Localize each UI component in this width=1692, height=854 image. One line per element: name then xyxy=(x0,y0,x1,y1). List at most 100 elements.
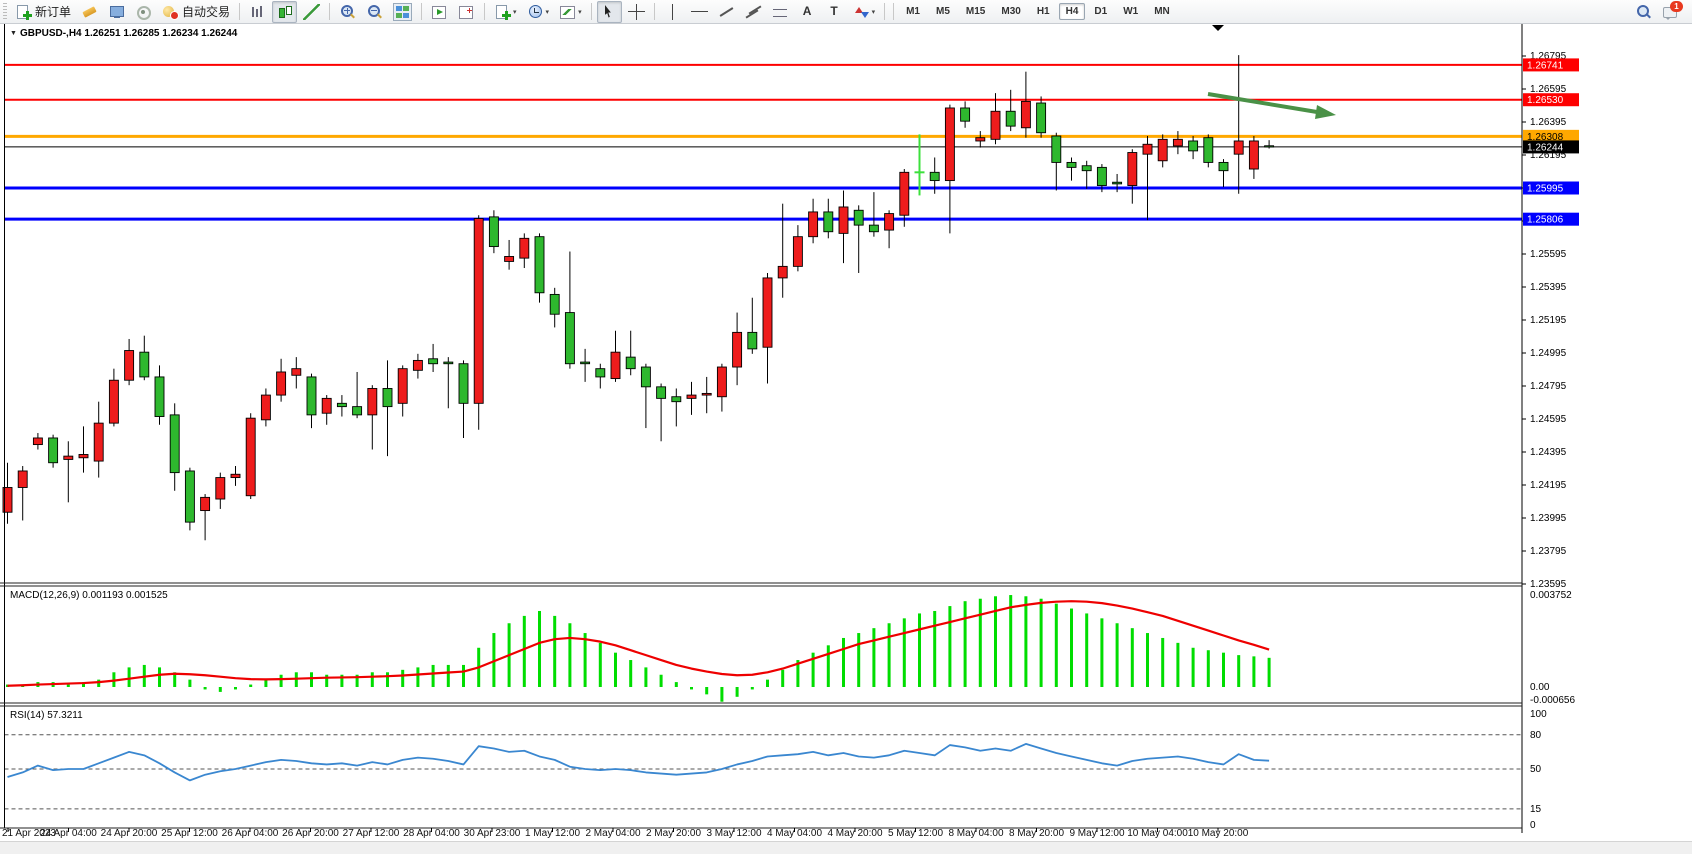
crosshair-icon xyxy=(627,3,645,20)
macd-panel: 0.003752 0.00 -0.000656 xyxy=(6,590,1575,706)
trend-arrow-head[interactable] xyxy=(1315,105,1336,119)
publish-icon xyxy=(108,4,125,20)
cursor-button[interactable] xyxy=(596,0,622,23)
toolbar-separator xyxy=(484,3,486,20)
new-order-icon xyxy=(15,4,32,20)
svg-text:8 May 20:00: 8 May 20:00 xyxy=(1009,828,1064,839)
new-order-button[interactable]: 新订单 xyxy=(11,1,75,23)
timeframe-mn-button[interactable]: MN xyxy=(1154,6,1170,17)
svg-text:3 May 12:00: 3 May 12:00 xyxy=(706,828,761,839)
candlestick-chart-button[interactable] xyxy=(272,0,298,23)
periods-button[interactable]: ▾ xyxy=(523,1,554,23)
svg-text:21 Apr 2023: 21 Apr 2023 xyxy=(2,828,56,839)
svg-text:10 May 04:00: 10 May 04:00 xyxy=(1127,828,1188,839)
indicators-button[interactable]: ▾ xyxy=(490,1,521,23)
toolbar-separator xyxy=(590,3,592,20)
svg-text:28 Apr 04:00: 28 Apr 04:00 xyxy=(403,828,460,839)
indicators-icon xyxy=(494,4,512,20)
chart-shift-marker-icon[interactable] xyxy=(1212,25,1224,31)
auto-scroll-button[interactable] xyxy=(427,1,452,23)
chart-title: ▼ GBPUSD-,H4 1.26251 1.26285 1.26234 1.26… xyxy=(10,28,237,39)
vertical-line-icon xyxy=(663,3,681,20)
tile-windows-button[interactable] xyxy=(389,1,416,23)
svg-text:1.25395: 1.25395 xyxy=(1530,282,1567,293)
vertical-line-button[interactable] xyxy=(660,1,685,23)
svg-text:-0.000656: -0.000656 xyxy=(1530,695,1575,706)
svg-text:5 May 12:00: 5 May 12:00 xyxy=(888,828,943,839)
rsi-label: RSI(14) 57.3211 xyxy=(10,710,83,721)
toolbar-separator xyxy=(329,3,331,20)
timeframe-m5-button[interactable]: M5 xyxy=(936,6,950,17)
chevron-down-icon[interactable]: ▾ xyxy=(513,8,517,16)
timeframe-d1-button[interactable]: D1 xyxy=(1094,6,1108,17)
auto-trading-button[interactable]: 自动交易 xyxy=(158,1,234,23)
crosshair-button[interactable] xyxy=(624,1,649,23)
text-label-icon: T xyxy=(830,3,838,18)
trendline-button[interactable] xyxy=(714,1,739,23)
chevron-down-icon[interactable]: ▾ xyxy=(871,8,876,16)
text-button[interactable]: A xyxy=(795,1,820,23)
templates-button[interactable]: ▾ xyxy=(555,1,586,23)
crayon-tool-button[interactable] xyxy=(77,1,102,23)
horizontal-line-button[interactable] xyxy=(687,1,712,23)
equidistant-channel-button[interactable] xyxy=(741,1,766,23)
toolbar: 新订单 自动交易 ▾ ▾ ▾ A T ▾ M1 M5 M15 M30 H1 H4 D1 W1 MN 1 xyxy=(0,0,1692,24)
new-order-button-label: 新订单 xyxy=(35,5,72,19)
zoom-in-button[interactable] xyxy=(335,1,360,23)
svg-text:1.26308: 1.26308 xyxy=(1527,132,1564,143)
tile-windows-icon xyxy=(393,2,413,21)
fibonacci-button[interactable] xyxy=(768,1,793,23)
signal-icon[interactable] xyxy=(131,1,156,23)
cursor-icon xyxy=(601,4,618,20)
svg-text:2 May 04:00: 2 May 04:00 xyxy=(585,828,640,839)
svg-text:2 May 20:00: 2 May 20:00 xyxy=(646,828,701,839)
chart-shift-button[interactable] xyxy=(454,1,479,23)
chevron-down-icon[interactable]: ▾ xyxy=(545,8,550,16)
macd-label: MACD(12,26,9) 0.001193 0.001525 xyxy=(10,590,168,601)
timeframe-h1-button[interactable]: H1 xyxy=(1036,6,1050,17)
bar-chart-icon xyxy=(249,3,267,20)
publish-button[interactable] xyxy=(104,1,129,23)
svg-text:1.25806: 1.25806 xyxy=(1527,215,1564,226)
timeframe-m30-button[interactable]: M30 xyxy=(1001,6,1021,17)
svg-text:4 May 20:00: 4 May 20:00 xyxy=(827,828,882,839)
zoom-out-button[interactable] xyxy=(362,1,387,23)
notifications-button[interactable]: 1 xyxy=(1658,0,1683,23)
bar-chart-button[interactable] xyxy=(245,1,270,23)
svg-text:1.24395: 1.24395 xyxy=(1530,447,1567,458)
annotations-layer xyxy=(1207,25,1336,119)
chevron-down-icon[interactable]: ▾ xyxy=(578,8,582,16)
line-chart-button[interactable] xyxy=(299,1,324,23)
toolbar-separator xyxy=(884,3,886,20)
price-axis-ticks: 1.267951.265951.263951.261951.259951.257… xyxy=(1522,51,1567,590)
chart-background xyxy=(0,24,1692,841)
text-label-button[interactable]: T xyxy=(822,1,847,23)
timeframe-m1-button[interactable]: M1 xyxy=(906,6,920,17)
chart-shift-icon xyxy=(458,4,475,20)
timeframe-toolbar: M1 M5 M15 M30 H1 H4 D1 W1 MN xyxy=(898,0,1178,23)
trend-arrow-line[interactable] xyxy=(1207,92,1318,114)
search-button[interactable] xyxy=(1631,1,1656,23)
arrows-button[interactable]: ▾ xyxy=(849,1,880,23)
svg-text:0.00: 0.00 xyxy=(1530,682,1550,693)
svg-text:80: 80 xyxy=(1530,730,1542,741)
svg-text:1.26395: 1.26395 xyxy=(1530,117,1567,128)
templates-icon xyxy=(559,4,576,20)
toolbar-main-group: 新订单 自动交易 ▾ ▾ ▾ A T ▾ xyxy=(10,0,889,23)
svg-text:1.26795: 1.26795 xyxy=(1530,51,1567,62)
toolbar-right-group: 1 xyxy=(1630,0,1692,23)
timeframe-h4-button[interactable]: H4 xyxy=(1058,3,1086,20)
svg-text:1.24995: 1.24995 xyxy=(1530,348,1567,359)
periods-icon xyxy=(527,4,544,20)
timeframe-w1-button[interactable]: W1 xyxy=(1123,6,1139,17)
text-icon: A xyxy=(802,3,812,18)
fibonacci-icon xyxy=(771,3,789,20)
timeframe-m15-button[interactable]: M15 xyxy=(965,6,986,17)
svg-text:26 Apr 04:00: 26 Apr 04:00 xyxy=(222,828,279,839)
horizontal-line-icon xyxy=(690,3,708,20)
symbol-dropdown-icon[interactable]: ▼ xyxy=(10,30,17,37)
candles-layer xyxy=(2,55,1275,541)
